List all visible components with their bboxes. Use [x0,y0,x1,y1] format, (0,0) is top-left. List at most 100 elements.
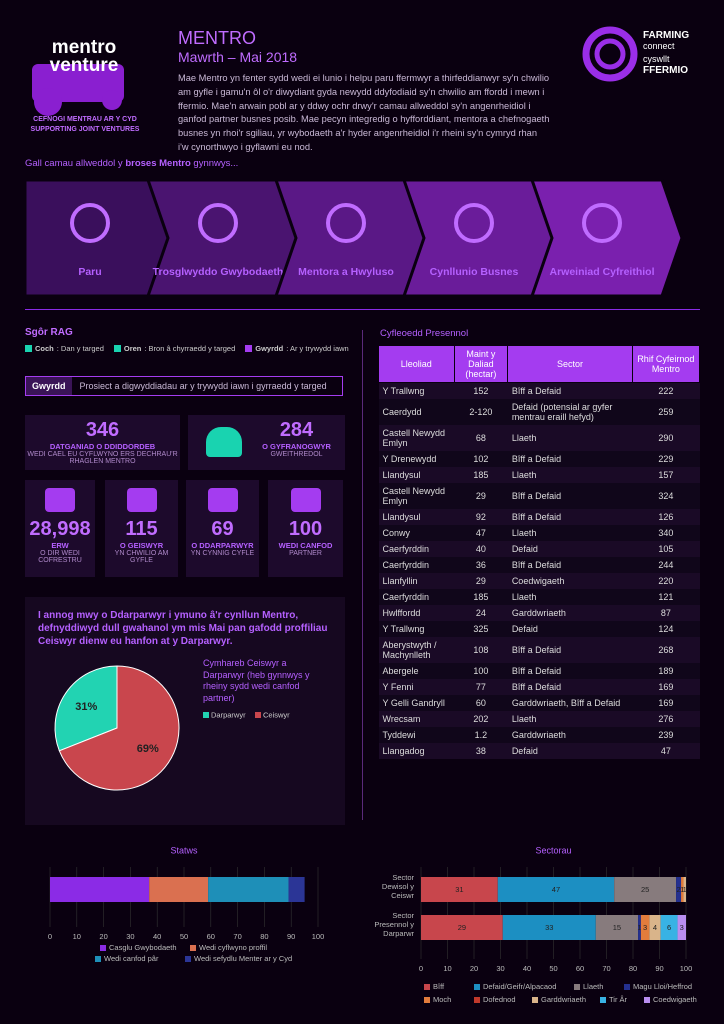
cell: 47 [632,743,700,759]
stat-sub: YN CYNNIG CYFLE [190,550,255,557]
cell: 157 [632,467,700,483]
legend-swatch [624,984,630,990]
cell: Bîff a Defaid [507,483,633,509]
stat-label: O GYFRANOGWYR [262,442,331,451]
table-row: Y Trallwng 325 Defaid 124 [378,621,700,637]
cell: Caerdydd [378,399,455,425]
legend-name: Gwyrdd [255,344,284,353]
cell: 124 [632,621,700,637]
legend-swatch [574,984,580,990]
cell: 340 [632,525,700,541]
legend-label: Ceiswyr [263,710,290,719]
cell: Y Trallwng [378,382,455,399]
text: gynnwys... [190,158,239,169]
legend-swatch [245,345,253,352]
cell: 268 [632,637,700,663]
value-label: 1 [637,923,641,932]
legend-name: Oren [123,344,142,353]
pie-chart: 31% Darparwyr 69% Ceiswyr [54,665,290,791]
header-cell: Rhif Cyfeirnod Mentro [631,345,701,383]
cell: Castell Newydd Emlyn [378,483,455,509]
bar-segment [676,877,682,902]
value-label: 31 [455,885,463,894]
legend-swatch [113,345,121,352]
subtitle: Mawrth – Mai 2018 [178,49,298,65]
x-tick-label: 10 [73,932,81,941]
cell: 105 [632,541,700,557]
table-title: Cyfleoedd Presennol [380,328,469,339]
bar-segment [660,915,678,940]
cell: 276 [632,711,700,727]
cell: 40 [454,541,508,557]
logo-word: FARMING [643,30,690,41]
legend-label: Wedi sefydlu Menter ar y Cyd [194,954,292,963]
x-tick-label: 50 [549,964,557,973]
cell: Caerfyrddin [378,541,455,557]
table-row: Llanfyllin 29 Coedwigaeth 220 [378,573,700,589]
stat-icon [45,488,75,512]
legend-swatch [474,984,480,990]
cell: Coedwigaeth [507,573,633,589]
stat-label: ERW [51,541,69,550]
stat-value: 346 [85,419,120,441]
x-tick-label: 20 [99,932,107,941]
legend-swatch [474,997,480,1003]
bar-segment [677,915,686,940]
table: Lleoliad Maint y Daliad (hectar) Sector Rhi… [378,345,701,759]
step-label: Mentora a Hwyluso [298,266,394,278]
bar-segment [149,877,209,902]
x-tick-label: 80 [629,964,637,973]
stat-value: 69 [211,518,234,540]
cell: 29 [454,483,508,509]
cell: Defaid [507,621,633,637]
cell: 2-120 [454,399,508,425]
legend-label: Wedi cyflwyno proffil [199,943,267,952]
cell: 325 [454,621,508,637]
cell: Defaid [507,743,633,759]
bar-segment [288,877,305,902]
cell: Castell Newydd Emlyn [378,425,455,451]
divider [362,330,363,820]
cell: Bîff a Defaid [507,382,633,399]
cell: 152 [454,382,508,399]
pie-label: 31% [75,701,97,713]
rag-title: Sgôr RAG [25,327,73,338]
stat-sub: GWEITHREDOL [270,451,323,458]
bar-segment [638,915,641,940]
header-cell: Lleoliad [378,345,455,383]
table-row: Llandysul 185 Llaeth 157 [378,467,700,483]
x-tick-label: 70 [233,932,241,941]
cell: Caerfyrddin [378,557,455,573]
stat-value: 115 [125,518,158,540]
cell: Y Trallwng [378,621,455,637]
stat-value: 284 [279,419,314,441]
cell: 202 [454,711,508,727]
table-header: Lleoliad Maint y Daliad (hectar) Sector Rhi… [378,345,701,383]
bar-segment [208,877,289,902]
x-tick-label: 60 [576,964,584,973]
cell: 222 [632,382,700,399]
process-banner: Paru Trosglwyddo Gwybodaeth Mentora a Hwyl… [23,178,684,298]
value-label: 4 [653,923,657,932]
stat-card: 284 O GYFRANOGWYR GWEITHREDOL [188,415,345,470]
cell: Hwlffordd [378,605,455,621]
header-cell: Sector [507,345,633,383]
legend-swatch [190,945,196,951]
cell: Y Fenni [378,679,455,695]
pie-question: I annog mwy o Ddarparwyr i ymuno â'r cyn… [38,610,328,647]
cell: 185 [454,467,508,483]
logo-tagline: CEFNOGI MENTRAU AR Y CYD SUPPORTING JOIN… [20,115,150,135]
tractor-wheel [102,90,122,110]
cell: Conwy [378,525,455,541]
tagline: SUPPORTING JOINT VENTURES [30,126,140,133]
cell: Llaeth [507,525,633,541]
cell: 126 [632,509,700,525]
bar-segment [640,915,650,940]
cell: 220 [632,573,700,589]
cell: Llaeth [507,589,633,605]
stat-sub: WEDI CAEL EU CYFLWYNO ERS DECHRAU'R RHAG… [27,451,178,465]
pie-slice [54,665,118,752]
bar-segment [681,877,684,902]
bar-segment [683,877,686,902]
